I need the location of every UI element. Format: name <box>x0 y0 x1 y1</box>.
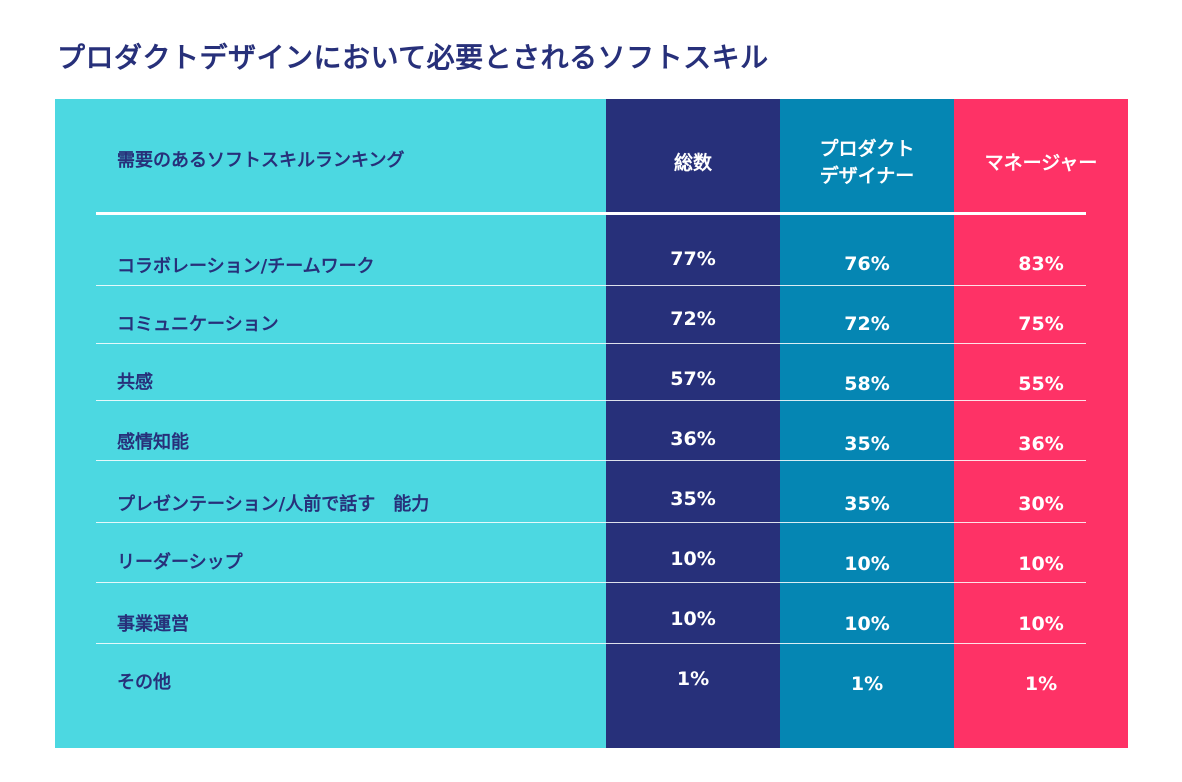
column-header-designer: プロダクト デザイナー <box>819 138 915 187</box>
designer-column-background <box>780 99 954 748</box>
total-value-cell: 35% <box>670 488 716 510</box>
row-label: 共感 <box>117 372 153 393</box>
chart-title: プロダクトデザインにおいて必要とされるソフトスキル <box>57 41 769 74</box>
total-value-cell: 36% <box>670 428 716 450</box>
row-label: 感情知能 <box>117 432 189 453</box>
row-label: その他 <box>117 672 171 693</box>
total-value-cell: 77% <box>670 248 716 270</box>
row-label: リーダーシップ <box>117 552 243 573</box>
total-value-cell: 1% <box>676 668 710 690</box>
designer-value-cell: 10% <box>844 613 890 635</box>
manager-value-cell: 75% <box>1018 313 1064 335</box>
manager-value-cell: 1% <box>1024 673 1058 695</box>
designer-value-cell: 35% <box>844 433 890 455</box>
row-label: コラボレーション/チームワーク <box>117 256 375 277</box>
row-divider <box>96 522 1086 523</box>
designer-value-cell: 1% <box>850 673 884 695</box>
manager-value-cell: 36% <box>1018 433 1064 455</box>
designer-value-cell: 35% <box>844 493 890 515</box>
designer-value-cell: 76% <box>844 253 890 275</box>
manager-value-cell: 55% <box>1018 373 1064 395</box>
row-divider <box>96 343 1086 344</box>
designer-value-cell: 58% <box>844 373 890 395</box>
row-label: 事業運営 <box>117 614 189 635</box>
label-column-background <box>55 99 606 748</box>
column-header-total: 総数 <box>673 152 712 174</box>
column-header-manager: マネージャー <box>984 152 1098 174</box>
designer-value-cell: 72% <box>844 313 890 335</box>
manager-value-cell: 10% <box>1018 553 1064 575</box>
row-label: プレゼンテーション/人前で話す 能力 <box>117 494 430 515</box>
total-column-background <box>606 99 780 748</box>
row-divider <box>96 460 1086 461</box>
row-label: コミュニケーション <box>117 314 279 335</box>
manager-column-background <box>954 99 1128 748</box>
row-divider <box>96 285 1086 286</box>
designer-value-cell: 10% <box>844 553 890 575</box>
manager-value-cell: 10% <box>1018 613 1064 635</box>
total-value-cell: 10% <box>670 608 716 630</box>
total-value-cell: 57% <box>670 368 716 390</box>
header-divider <box>96 212 1086 215</box>
manager-value-cell: 83% <box>1018 253 1064 275</box>
row-divider <box>96 400 1086 401</box>
total-value-cell: 10% <box>670 548 716 570</box>
row-divider <box>96 643 1086 644</box>
total-value-cell: 72% <box>670 308 716 330</box>
manager-value-cell: 30% <box>1018 493 1064 515</box>
row-divider <box>96 582 1086 583</box>
row-header-label: 需要のあるソフトスキルランキング <box>117 150 405 171</box>
